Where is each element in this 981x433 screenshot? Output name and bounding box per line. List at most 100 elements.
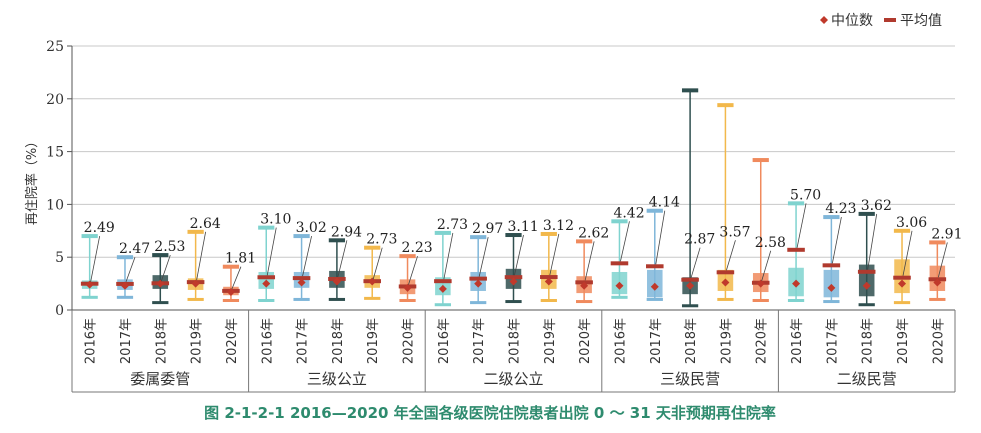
median-marker xyxy=(438,284,447,293)
x-tick-label: 2020年 xyxy=(225,318,240,364)
whisker-cap-min xyxy=(399,298,416,302)
x-tick-label: 2016年 xyxy=(260,318,275,364)
mean-marker xyxy=(257,275,276,280)
whisker-cap-max xyxy=(364,245,381,250)
mean-value-label: 3.06 xyxy=(896,215,927,231)
label-leader xyxy=(620,221,630,262)
whisker-cap-min xyxy=(293,297,310,301)
median-marker xyxy=(862,281,871,290)
mean-marker xyxy=(540,275,558,280)
whisker-cap-max xyxy=(116,255,134,260)
median-marker xyxy=(827,283,836,292)
mean-value-label: 3.10 xyxy=(260,212,291,228)
group-label: 三级民营 xyxy=(660,370,720,388)
median-marker xyxy=(474,279,483,288)
x-tick-label: 2017年 xyxy=(825,318,840,364)
whisker-cap-min xyxy=(505,300,522,304)
x-tick-label: 2020年 xyxy=(755,318,770,364)
median-marker xyxy=(120,281,129,290)
iqr-box xyxy=(858,264,875,297)
y-tick-label: 25 xyxy=(46,39,64,55)
box-委属委管-2019年 xyxy=(186,229,205,301)
mean-value-label: 4.42 xyxy=(613,205,644,221)
x-tick-label: 2019年 xyxy=(896,318,911,364)
whisker-cap-max xyxy=(293,234,310,239)
mean-marker xyxy=(469,276,487,281)
whisker-cap-min xyxy=(470,301,487,305)
x-tick-label: 2018年 xyxy=(861,318,876,364)
legend-mean-marker xyxy=(884,18,896,22)
x-tick-label: 2018年 xyxy=(508,318,523,364)
box-三级民营-2018年 xyxy=(681,88,699,308)
mean-value-label: 2.58 xyxy=(755,235,786,251)
label-leader xyxy=(196,231,207,281)
whisker-cap-min xyxy=(858,303,875,307)
mean-value-label: 3.12 xyxy=(543,218,574,234)
y-tick-label: 0 xyxy=(55,303,64,319)
mean-value-label: 3.02 xyxy=(296,220,327,236)
mean-marker xyxy=(434,279,452,284)
box-三级民营-2016年 xyxy=(610,219,629,299)
box-三级公立-2019年 xyxy=(363,245,381,300)
median-marker xyxy=(650,282,659,291)
mean-marker xyxy=(681,277,699,282)
x-tick-label: 2016年 xyxy=(84,318,99,364)
whisker-cap-max xyxy=(893,228,911,233)
mean-value-label: 1.81 xyxy=(225,251,256,267)
mean-value-label: 5.70 xyxy=(790,187,821,203)
label-leader xyxy=(867,213,878,270)
box-三级公立-2016年 xyxy=(257,225,276,302)
mean-marker xyxy=(646,264,664,269)
x-tick-label: 2020年 xyxy=(402,318,417,364)
mean-value-label: 3.62 xyxy=(861,198,892,214)
box-三级民营-2017年 xyxy=(646,208,664,301)
box-二级公立-2020年 xyxy=(575,239,593,304)
whisker-cap-min xyxy=(646,297,663,301)
x-tick-label: 2020年 xyxy=(578,318,593,364)
whisker-cap-max xyxy=(823,215,840,220)
mean-value-label: 2.47 xyxy=(119,241,150,257)
whisker-cap-min xyxy=(681,304,699,308)
mean-value-label: 2.62 xyxy=(578,225,609,241)
box-委属委管-2017年 xyxy=(116,255,134,299)
whisker-cap-max xyxy=(540,231,557,236)
whisker-cap-max xyxy=(187,229,204,234)
mean-marker xyxy=(716,270,735,275)
mean-value-label: 2.73 xyxy=(366,232,397,248)
box-二级民营-2016年 xyxy=(787,201,805,302)
x-tick-label: 2016年 xyxy=(790,318,805,364)
label-leader xyxy=(266,227,277,276)
whisker-cap-min xyxy=(364,296,381,300)
label-leader xyxy=(478,237,489,277)
mean-marker xyxy=(822,263,841,268)
whisker-cap-max xyxy=(505,233,522,238)
whisker-cap-min xyxy=(222,298,240,302)
label-leader xyxy=(584,241,595,281)
whisker-cap-min xyxy=(116,295,134,299)
whisker-cap-max xyxy=(470,235,487,240)
mean-value-label: 2.64 xyxy=(190,216,221,232)
whisker-cap-min xyxy=(152,301,169,305)
label-leader xyxy=(796,203,807,248)
median-marker xyxy=(509,277,518,286)
median-marker xyxy=(898,279,907,288)
label-leader xyxy=(902,230,913,276)
label-leader xyxy=(90,236,101,282)
mean-value-label: 2.73 xyxy=(437,217,468,233)
label-leader xyxy=(302,235,312,277)
iqr-box xyxy=(823,269,840,298)
label-leader xyxy=(726,240,736,271)
x-tick-label: 2016年 xyxy=(437,318,452,364)
whisker-cap-max xyxy=(646,208,663,213)
box-二级民营-2018年 xyxy=(857,211,876,307)
y-axis-title: 再住院率（%） xyxy=(24,135,40,225)
median-marker xyxy=(332,277,341,286)
whisker-cap-max xyxy=(717,103,734,108)
x-tick-label: 2020年 xyxy=(931,318,946,364)
whisker-cap-min xyxy=(187,297,204,301)
box-二级民营-2020年 xyxy=(928,240,947,301)
box-三级民营-2019年 xyxy=(716,103,735,301)
median-marker xyxy=(226,288,235,297)
y-tick-label: 15 xyxy=(46,145,64,161)
